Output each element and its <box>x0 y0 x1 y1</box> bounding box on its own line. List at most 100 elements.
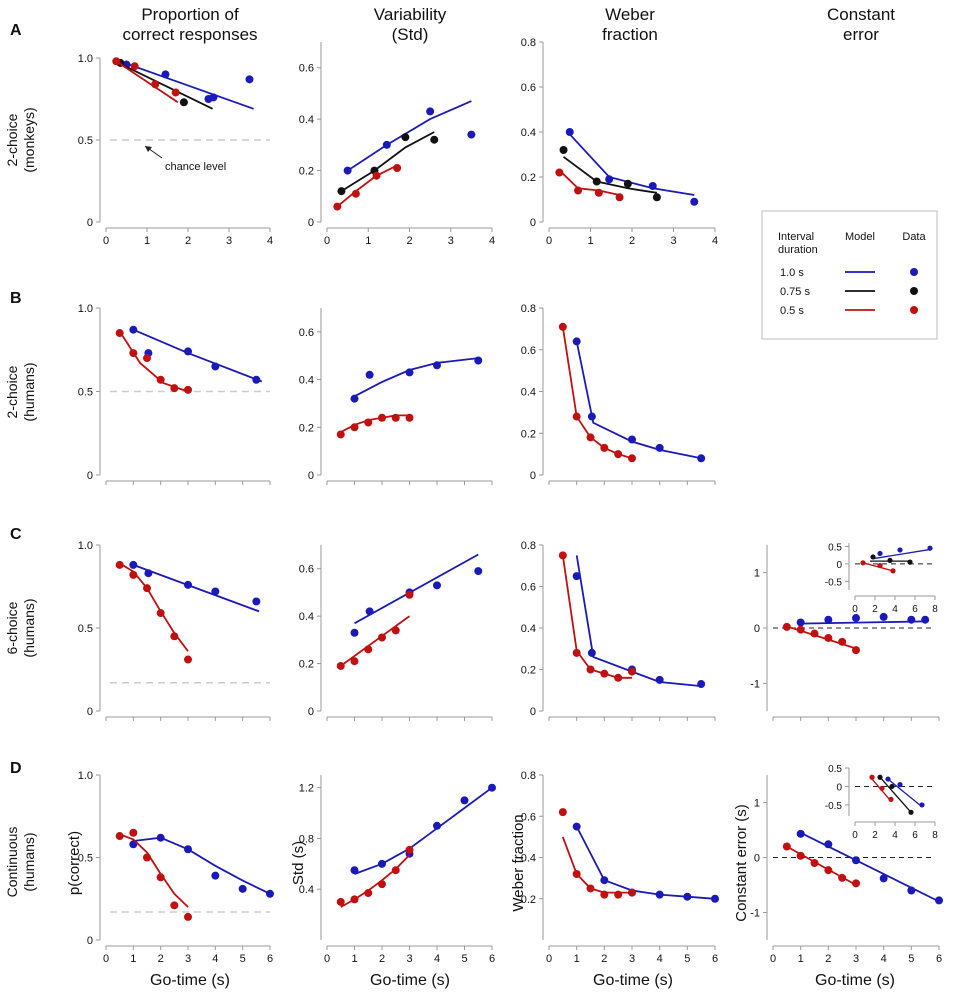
y-tick-label: 0.8 <box>521 37 536 49</box>
x-tick-label: 3 <box>226 235 232 247</box>
y-tick-label: 0.6 <box>521 582 536 594</box>
y-tick-label: 0.5 <box>78 135 93 147</box>
data-point <box>179 98 188 107</box>
x-tick-label: 6 <box>912 604 918 615</box>
data-point <box>628 667 636 676</box>
legend-label: 1.0 s <box>780 267 804 279</box>
ylabel-d4: Constant error (s) <box>733 804 750 922</box>
series-1-0-s <box>885 776 925 808</box>
x-tick-label: 2 <box>158 953 164 965</box>
data-point <box>130 62 139 71</box>
data-point <box>156 833 165 842</box>
data-point <box>907 886 916 895</box>
data-point <box>184 912 192 921</box>
x-tick-label: 3 <box>406 953 412 965</box>
y-tick-label: 0.8 <box>299 833 314 845</box>
xlabel-d3: Go-time (s) <box>593 972 673 989</box>
data-point <box>129 828 138 837</box>
y-tick-label: 1.0 <box>78 770 93 782</box>
x-tick-label: 6 <box>912 830 918 841</box>
chance-label: chance level <box>165 161 226 173</box>
data-point <box>333 202 342 211</box>
xlabel-d4: Go-time (s) <box>815 972 895 989</box>
x-tick-label: 4 <box>489 235 495 247</box>
data-point <box>405 368 414 377</box>
x-tick-label: 1 <box>144 235 150 247</box>
data-point <box>129 570 138 579</box>
model-line <box>561 326 633 460</box>
model-line <box>887 778 923 808</box>
data-point <box>161 70 170 79</box>
data-point <box>405 590 414 599</box>
data-point <box>350 657 359 666</box>
x-tick-label: 4 <box>212 953 218 965</box>
series-1-0-s <box>565 128 699 206</box>
data-point <box>907 559 913 565</box>
y-tick-label: 0.2 <box>299 166 314 178</box>
data-point <box>614 450 623 459</box>
panel-d1: 0 0.5 1.0 0 1 2 3 4 5 6 <box>78 770 274 965</box>
x-tick-label: 3 <box>185 953 191 965</box>
x-tick-label: 1 <box>365 235 371 247</box>
series-0-5-s <box>869 774 894 802</box>
data-point <box>614 673 623 682</box>
panel-c4_inset: -0.5 0 0.5 0 2 4 6 8 <box>825 542 938 615</box>
x-tick-label: 5 <box>908 953 914 965</box>
panel-a1: 0 0.5 1.0 0 1 2 3 4 <box>78 53 273 247</box>
x-tick-label: 5 <box>240 953 246 965</box>
x-tick-label: 0 <box>852 604 858 615</box>
x-tick-label: 0 <box>546 953 552 965</box>
data-point <box>474 356 483 365</box>
panel-d4_inset: -0.5 0 0.5 0 2 4 6 8 <box>825 764 938 841</box>
series-0-5-s <box>558 808 636 899</box>
x-tick-label: 6 <box>712 953 718 965</box>
ylabel-d3: Weber fraction <box>510 814 527 911</box>
data-point <box>623 179 632 188</box>
data-point <box>697 680 706 689</box>
col-title-2-line1: Variability <box>374 5 447 24</box>
data-point <box>628 454 636 463</box>
data-point <box>648 182 657 190</box>
y-tick-label: 1.0 <box>78 303 93 315</box>
xlabel-d1: Go-time (s) <box>150 972 230 989</box>
series-0-75-s <box>877 774 914 815</box>
model-line <box>132 564 260 613</box>
data-point <box>391 866 400 875</box>
data-point <box>115 560 124 569</box>
data-point <box>391 413 400 422</box>
model-line <box>872 548 932 560</box>
data-point <box>171 88 180 97</box>
series-0-5-s <box>115 560 192 664</box>
data-point <box>558 322 567 331</box>
data-point <box>615 193 624 202</box>
y-tick-label: 0 <box>87 470 93 482</box>
data-point <box>115 832 124 841</box>
y-tick-label: 0.2 <box>299 422 314 434</box>
x-tick-label: 4 <box>657 953 663 965</box>
panel-c3: 0 0.2 0.4 0.6 0.8 <box>521 540 716 721</box>
data-point <box>919 802 925 808</box>
row-letter-d: D <box>10 760 22 777</box>
data-point <box>336 430 345 439</box>
data-point <box>184 347 192 356</box>
data-point <box>897 547 903 553</box>
x-tick-label: 4 <box>881 953 887 965</box>
series-1-0-s <box>122 60 254 110</box>
data-point <box>184 655 192 664</box>
y-tick-label: 0.8 <box>521 303 536 315</box>
data-point <box>572 822 581 831</box>
data-point <box>574 186 583 195</box>
data-point <box>838 873 847 882</box>
data-point <box>474 567 483 576</box>
x-tick-label: 6 <box>936 953 942 965</box>
data-point <box>600 876 609 885</box>
model-line <box>340 615 411 667</box>
y-tick-label: 0.4 <box>521 623 536 635</box>
x-tick-label: 0 <box>103 953 109 965</box>
col-title-3-line1: Weber <box>605 5 655 24</box>
ylabel-d1: p(correct) <box>66 831 83 895</box>
data-point <box>796 618 805 627</box>
data-point <box>365 607 374 616</box>
data-point <box>690 197 699 206</box>
